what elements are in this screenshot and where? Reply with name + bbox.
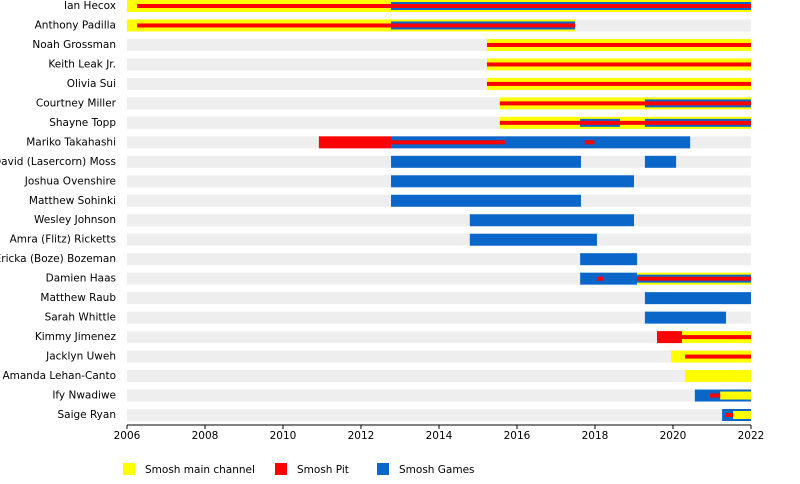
row-label: Courtney Miller	[36, 97, 117, 109]
segment	[391, 136, 691, 149]
segment	[733, 411, 751, 419]
row-label: Sarah Whittle	[45, 312, 116, 324]
segment	[685, 354, 751, 359]
row-label: Anthony Padilla	[35, 19, 116, 31]
row-background	[127, 253, 751, 266]
x-tick-label: 2010	[270, 430, 297, 442]
row-label: Matthew Sohinki	[29, 195, 116, 207]
segment	[584, 140, 595, 145]
row-label: Ericka (Boze) Bozeman	[0, 253, 116, 265]
segment	[391, 140, 505, 145]
row-label: Olivia Sui	[67, 78, 116, 90]
segment	[486, 62, 751, 67]
segment	[391, 194, 581, 207]
segment	[486, 42, 751, 47]
segment	[391, 155, 581, 168]
segment	[681, 335, 751, 340]
row-background	[127, 311, 751, 324]
x-tick-label: 2014	[426, 430, 453, 442]
row-background	[127, 331, 751, 344]
segment	[137, 4, 751, 8]
segment	[580, 272, 638, 285]
row-label: Wesley Johnson	[34, 214, 116, 226]
x-tick-label: 2018	[582, 430, 609, 442]
row-background	[127, 214, 751, 227]
segment	[499, 120, 751, 125]
segment	[657, 331, 682, 344]
x-tick-label: 2008	[192, 430, 219, 442]
x-tick-label: 2006	[114, 430, 141, 442]
segment	[499, 101, 751, 106]
segment	[644, 311, 727, 324]
segment	[685, 370, 751, 383]
row-label: David (Lasercorn) Moss	[0, 156, 116, 168]
row-label: Matthew Raub	[40, 292, 116, 304]
row-label: Damien Haas	[46, 273, 116, 285]
row-label: Mariko Takahashi	[26, 136, 116, 148]
segment	[644, 155, 677, 168]
legend-label: Smosh Pit	[297, 464, 349, 476]
row-background	[127, 233, 751, 246]
row-label: Shayne Topp	[49, 117, 116, 129]
segment	[710, 393, 721, 398]
row-label: Joshua Ovenshire	[24, 175, 116, 187]
row-label: Jacklyn Uweh	[45, 351, 116, 363]
segment	[596, 276, 604, 281]
segment	[486, 81, 751, 86]
legend-swatch	[275, 463, 287, 475]
x-tick-label: 2020	[660, 430, 687, 442]
legend-swatch	[377, 463, 389, 475]
segment	[391, 175, 634, 188]
segment	[726, 413, 734, 417]
x-tick-label: 2012	[348, 430, 375, 442]
legend-label: Smosh Games	[399, 464, 475, 476]
x-tick-label: 2016	[504, 430, 531, 442]
segment	[644, 292, 751, 305]
row-label: Amra (Flitz) Ricketts	[10, 234, 116, 246]
segment	[720, 391, 751, 400]
legend-swatch	[123, 463, 135, 475]
x-tick-label: 2022	[738, 430, 765, 442]
row-background	[127, 292, 751, 305]
row-label: Noah Grossman	[32, 39, 116, 51]
legend-label: Smosh main channel	[145, 464, 255, 476]
row-label: Kimmy Jimenez	[35, 331, 117, 343]
row-background	[127, 370, 751, 383]
segment	[580, 253, 638, 266]
row-background	[127, 409, 751, 421]
segment	[469, 214, 634, 227]
row-background	[127, 350, 751, 363]
row-label: Ify Nwadiwe	[52, 390, 116, 402]
segment	[637, 276, 751, 281]
row-label: Amanda Lehan-Canto	[2, 370, 116, 382]
segment	[137, 23, 576, 28]
segment	[469, 233, 597, 246]
row-label: Ian Hecox	[64, 0, 116, 12]
row-background	[127, 389, 751, 402]
row-label: Saige Ryan	[57, 409, 116, 421]
segment	[318, 136, 392, 149]
row-label: Keith Leak Jr.	[48, 58, 116, 70]
